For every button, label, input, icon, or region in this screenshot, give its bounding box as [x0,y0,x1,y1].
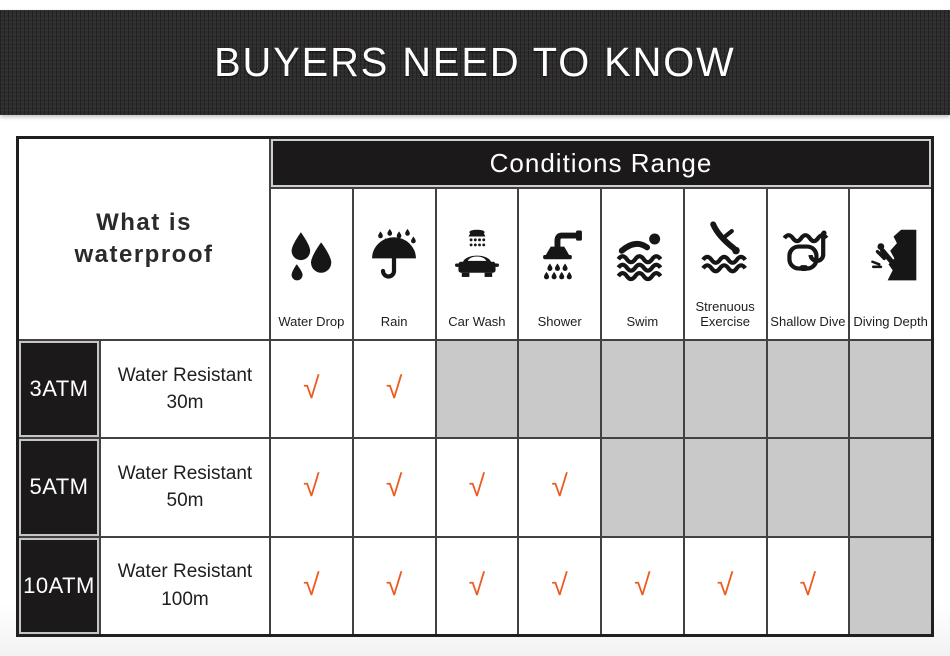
condition-cell [767,341,849,438]
condition-cell [850,341,931,438]
column-header-diving-depth: Diving Depth [850,189,931,339]
diving-depth-icon [864,195,918,315]
rating-cell-5atm: 5ATM [19,439,99,536]
column-label: Swim [626,314,659,330]
water-drop-icon [284,195,338,315]
column-label: Rain [380,314,408,330]
description-cell-10atm: Water Resistant 100m [101,537,269,634]
shower-icon [533,195,587,315]
column-header-shower: Shower [519,189,600,339]
description-line1: Water Resistant [117,561,253,583]
shallow-dive-icon [781,195,835,315]
rating-cell-3atm: 3ATM [19,341,99,438]
condition-cell [850,439,931,536]
condition-cell: √ [767,537,849,634]
column-label: Shower [537,314,582,330]
description-cell-3atm: Water Resistant 30m [101,341,269,438]
condition-cell [602,341,683,438]
condition-cell [850,537,931,634]
column-label: Diving Depth [853,314,928,330]
conditions-range-header: Conditions Range [271,139,931,187]
strenuous-exercise-icon [698,195,752,300]
condition-cell: √ [436,439,518,536]
condition-cell: √ [271,439,352,536]
column-label: Water Drop [278,314,345,330]
column-header-swim: Swim [602,189,683,339]
waterproof-table: What is waterproof Conditions Range Wate… [16,136,934,637]
column-label: Shallow Dive [770,314,846,330]
description-cell-5atm: Water Resistant 50m [101,439,269,536]
condition-cell: √ [684,537,766,634]
condition-cell: √ [353,537,435,634]
column-header-shallow-dive: Shallow Dive [767,189,849,339]
corner-header: What is waterproof [19,139,269,339]
condition-cell: √ [271,341,352,438]
column-header-water-drop: Water Drop [271,189,352,339]
description-line1: Water Resistant [117,364,253,386]
column-label: Strenuous Exercise [695,299,755,330]
condition-cell: √ [271,537,352,634]
swim-icon [615,195,669,315]
column-header-car-wash: Car Wash [436,189,518,339]
condition-cell [436,341,518,438]
condition-cell: √ [519,537,600,634]
condition-cell [684,439,766,536]
condition-cell [767,439,849,536]
banner-title: BUYERS NEED TO KNOW [214,39,736,85]
condition-cell [684,341,766,438]
condition-cell [519,341,600,438]
rating-cell-10atm: 10ATM [19,537,99,634]
column-header-strenuous-exercise: Strenuous Exercise [684,189,766,339]
description-line2: 30m [166,392,204,414]
description-line2: 100m [161,588,209,610]
condition-cell: √ [353,341,435,438]
banner: BUYERS NEED TO KNOW [0,10,950,115]
description-line2: 50m [166,490,204,512]
column-label: Car Wash [448,314,506,330]
condition-cell: √ [353,439,435,536]
rain-icon [367,195,421,315]
description-line1: Water Resistant [117,462,253,484]
condition-cell: √ [519,439,600,536]
conditions-range-label: Conditions Range [489,147,713,178]
column-header-rain: Rain [353,189,435,339]
corner-header-line2: waterproof [74,241,214,268]
corner-header-line1: What is [96,208,192,236]
condition-cell: √ [436,537,518,634]
car-wash-icon [450,195,504,315]
condition-cell [602,439,683,536]
condition-cell: √ [602,537,683,634]
